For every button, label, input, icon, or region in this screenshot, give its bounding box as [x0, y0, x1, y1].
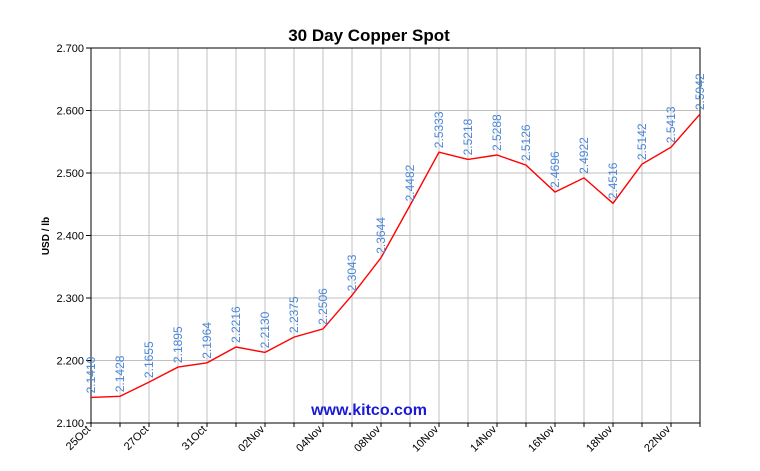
y-axis-ticks: 2.100 2.200 2.300 2.400 2.500 2.600 2.700	[56, 43, 91, 430]
data-label: 2.2506	[316, 288, 330, 325]
y-tick-label: 2.100	[56, 418, 84, 430]
x-tick-label: 22Nov	[642, 423, 673, 454]
chart-title: 30 Day Copper Spot	[288, 26, 450, 45]
y-tick-label: 2.600	[56, 106, 84, 118]
x-tick-label: 27Oct	[122, 424, 151, 453]
x-tick-label: 18Nov	[584, 423, 615, 454]
data-label: 2.5288	[490, 114, 504, 151]
data-label: 2.1428	[113, 355, 127, 392]
data-label: 2.4696	[548, 151, 562, 188]
data-label: 2.2130	[258, 311, 272, 348]
data-label: 2.2216	[229, 306, 243, 343]
data-label: 2.5333	[432, 111, 446, 148]
x-axis-ticks: 25Oct 27Oct 31Oct 02Nov 04Nov 08Nov 10Nov 14Nov…	[64, 423, 701, 455]
x-tick-label: 04Nov	[294, 423, 325, 454]
y-tick-label: 2.300	[56, 293, 84, 305]
x-tick-label: 10Nov	[410, 423, 441, 454]
x-tick-label: 16Nov	[526, 423, 557, 454]
y-tick-label: 2.700	[56, 43, 84, 55]
grid-lines	[91, 48, 700, 423]
y-tick-label: 2.200	[56, 356, 84, 368]
data-label: 2.4482	[403, 164, 417, 201]
y-axis-label: USD / lb	[41, 217, 52, 255]
price-line	[90, 113, 701, 399]
data-label: 2.3043	[345, 254, 359, 291]
x-tick-label: 02Nov	[236, 423, 267, 454]
watermark: www.kitco.com	[310, 402, 427, 419]
data-label: 2.1895	[171, 326, 185, 363]
data-label: 2.5142	[635, 123, 649, 160]
data-labels: 2.1410 2.1428 2.1655 2.1895 2.1964 2.2216 2.21…	[84, 73, 707, 393]
x-tick-label: 31Oct	[180, 424, 209, 453]
data-label: 2.5413	[664, 106, 678, 143]
data-label: 2.4922	[577, 137, 591, 174]
data-label: 2.3644	[374, 217, 388, 254]
data-label: 2.1410	[84, 356, 98, 393]
data-label: 2.2375	[287, 296, 301, 333]
x-tick-label: 08Nov	[352, 423, 383, 454]
data-label: 2.5942	[693, 73, 707, 110]
data-label: 2.4516	[606, 162, 620, 199]
y-tick-label: 2.400	[56, 231, 84, 243]
data-label: 2.5218	[461, 118, 475, 155]
x-tick-label: 14Nov	[468, 423, 499, 454]
data-label: 2.1964	[200, 322, 214, 359]
data-label: 2.5126	[519, 124, 533, 161]
y-tick-label: 2.500	[56, 168, 84, 180]
data-label: 2.1655	[142, 341, 156, 378]
